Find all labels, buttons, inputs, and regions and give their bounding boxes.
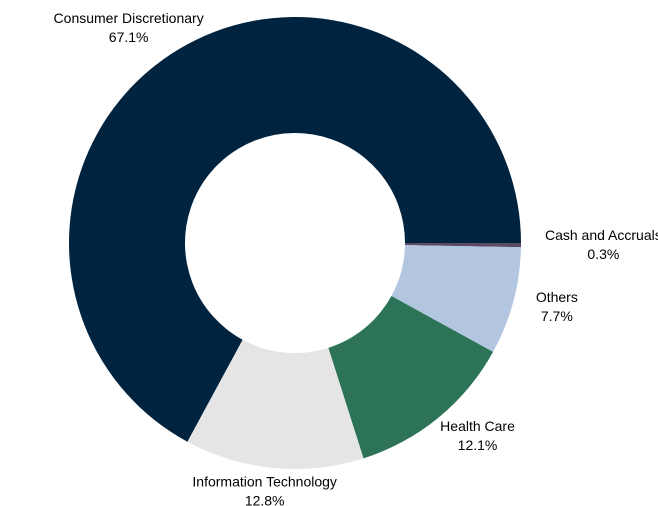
slice-label: Information Technology xyxy=(192,474,337,490)
slice-value-label: 12.8% xyxy=(245,493,285,506)
slice-value-label: 12.1% xyxy=(458,437,498,453)
slice-label: Others xyxy=(536,289,578,305)
slice-value-label: 0.3% xyxy=(587,246,619,262)
donut-slice xyxy=(187,339,364,469)
donut-slice xyxy=(328,295,494,459)
slice-label: Consumer Discretionary xyxy=(54,10,204,26)
slice-value-label: 67.1% xyxy=(109,29,149,45)
donut-slice xyxy=(404,243,521,248)
slice-label: Health Care xyxy=(440,418,515,434)
donut-slice xyxy=(69,17,522,442)
donut-slice xyxy=(391,245,521,352)
slice-label: Cash and Accruals xyxy=(545,227,658,243)
slice-value-label: 7.7% xyxy=(541,308,573,324)
